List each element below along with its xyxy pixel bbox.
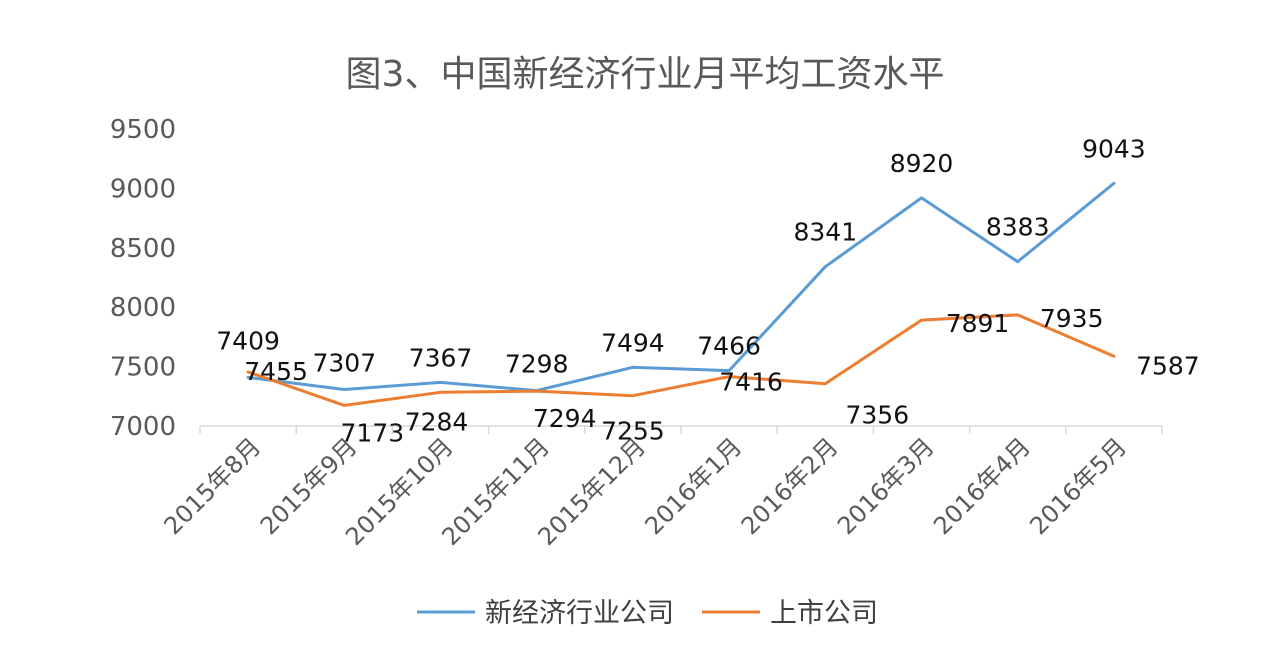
data-label: 7298 [505, 350, 569, 379]
data-label: 7455 [244, 357, 308, 386]
data-label: 8920 [890, 149, 954, 178]
series-line-0 [246, 181, 1116, 393]
data-labels: 7409 7307 7367 7298 7494 7466 8341 8920 8383 9043… [216, 134, 1199, 447]
x-tick-label: 2015年8月 [159, 432, 267, 540]
data-label: 8383 [986, 213, 1050, 242]
data-label: 7494 [601, 328, 665, 357]
data-label: 7294 [533, 404, 597, 433]
y-tick-label: 7000 [110, 412, 176, 442]
data-label: 9043 [1082, 134, 1146, 163]
series-lines [246, 181, 1116, 407]
data-label: 7307 [312, 349, 376, 378]
x-tick-label: 2016年1月 [640, 432, 748, 540]
y-tick-label: 9500 [110, 115, 176, 145]
data-label: 7416 [719, 368, 783, 397]
x-tick-label: 2016年4月 [928, 432, 1036, 540]
data-label: 7935 [1040, 304, 1104, 333]
data-label: 7409 [216, 326, 280, 355]
data-label: 7356 [845, 401, 909, 430]
x-tick-label: 2016年3月 [832, 432, 940, 540]
legend-label-new-economy: 新经济行业公司 [485, 598, 674, 629]
y-axis-ticks: 7000 7500 8000 8500 9000 9500 [110, 115, 176, 442]
data-label: 8341 [793, 218, 857, 247]
legend-label-listed: 上市公司 [770, 598, 878, 629]
data-label: 7284 [405, 407, 469, 436]
data-label: 7466 [697, 332, 761, 361]
data-label: 7367 [409, 343, 473, 372]
data-label: 7255 [601, 417, 665, 446]
y-tick-label: 9000 [110, 174, 176, 204]
y-tick-label: 8000 [110, 293, 176, 323]
data-label: 7173 [340, 418, 404, 447]
data-label: 7891 [946, 309, 1010, 338]
x-tick-label: 2016年2月 [736, 432, 844, 540]
legend: 新经济行业公司 上市公司 [417, 598, 878, 629]
data-label: 7587 [1136, 351, 1200, 380]
series-line-1 [246, 313, 1116, 407]
y-tick-label: 7500 [110, 353, 176, 383]
chart-title: 图3、中国新经济行业月平均工资水平 [346, 54, 945, 95]
x-tick-label: 2016年5月 [1024, 432, 1132, 540]
y-tick-label: 8500 [110, 234, 176, 264]
